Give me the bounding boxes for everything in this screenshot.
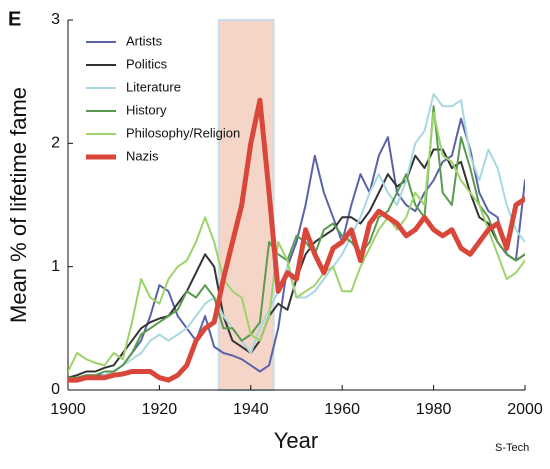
highlight-band	[217, 19, 275, 391]
legend-label: Philosophy/Religion	[126, 125, 240, 140]
y-tick-label: 2	[51, 135, 60, 152]
x-tick-label: 1980	[416, 401, 452, 418]
legend-label: History	[126, 102, 167, 117]
y-tick-label: 0	[51, 381, 60, 398]
watermark: S-Tech	[495, 442, 529, 454]
legend-label: Politics	[126, 56, 168, 71]
y-tick-label: 3	[51, 11, 60, 28]
series-line	[68, 105, 525, 379]
plot-lines	[68, 93, 525, 383]
panel-label: E	[8, 8, 21, 30]
x-axis-label: Year	[274, 428, 318, 453]
series-line	[68, 111, 525, 373]
y-axis-label: Mean % of lifetime fame	[6, 87, 31, 323]
x-tick-label: 1920	[142, 401, 178, 418]
x-tick-label: 1940	[233, 401, 269, 418]
legend-label: Artists	[126, 33, 163, 48]
legend-label: Nazis	[126, 148, 159, 163]
legend-label: Literature	[126, 79, 181, 94]
series-line	[68, 97, 525, 383]
y-tick-label: 1	[51, 258, 60, 275]
x-tick-label: 1960	[324, 401, 360, 418]
x-tick-label: 2000	[507, 401, 543, 418]
x-tick-label: 1900	[50, 401, 86, 418]
